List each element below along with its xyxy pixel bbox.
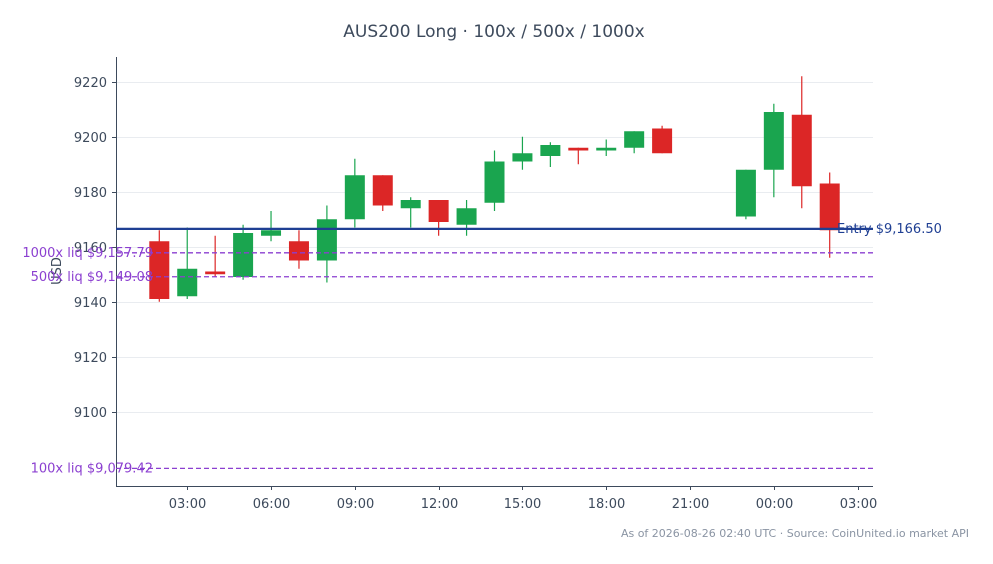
x-tick-label: 03:00	[840, 497, 877, 512]
candle-body	[149, 241, 170, 299]
x-tick-label: 06:00	[253, 497, 290, 512]
y-tick-label: 9100	[74, 406, 107, 421]
candle-body	[428, 200, 449, 222]
candle-down	[372, 175, 393, 211]
x-tick-label: 18:00	[588, 497, 625, 512]
candle-up	[735, 169, 756, 220]
candle-up	[316, 205, 337, 283]
candles	[149, 76, 840, 302]
candle-body	[791, 114, 812, 187]
y-tick-label: 9160	[74, 241, 107, 256]
candle-body	[456, 208, 477, 225]
candle-down	[819, 172, 840, 258]
candle-body	[233, 233, 254, 277]
candle-up	[233, 224, 254, 280]
y-tick-label: 9220	[74, 76, 107, 91]
y-tick-label: 9140	[74, 296, 107, 311]
candle-body	[484, 161, 505, 203]
liq-500x-label: 500x liq $9,149.08	[31, 270, 153, 285]
candle-body	[819, 183, 840, 231]
y-tick-label: 9180	[74, 186, 107, 201]
candle-up	[540, 142, 561, 167]
candle-body	[596, 147, 617, 151]
axes	[116, 57, 873, 487]
liq-1000x-label: 1000x liq $9,157.79	[22, 246, 153, 261]
candle-body	[763, 112, 784, 170]
liq-100x-label: 100x liq $9,079.42	[31, 461, 153, 476]
candle-body	[540, 145, 561, 156]
x-tick-label: 12:00	[421, 497, 458, 512]
x-tick-label: 15:00	[504, 497, 541, 512]
candle-up	[484, 150, 505, 211]
candle-down	[205, 235, 226, 277]
x-tick-label: 00:00	[756, 497, 793, 512]
candle-down	[652, 125, 673, 154]
y-tick-label: 9200	[74, 131, 107, 146]
grid-lines	[116, 82, 873, 413]
candle-body	[177, 268, 198, 297]
candle-body	[316, 219, 337, 261]
candle-down	[149, 230, 170, 302]
candle-up	[261, 211, 282, 242]
candle-body	[568, 147, 589, 151]
candle-down	[288, 230, 309, 269]
candle-up	[400, 197, 421, 228]
reference-lines: Entry $9,166.50 1000x liq $9,157.79 500x l…	[22, 222, 942, 476]
x-tick-label: 21:00	[672, 497, 709, 512]
candle-body	[288, 241, 309, 261]
candle-body	[372, 175, 393, 206]
y-axis-ticks: 9100 9120 9140 9160 9180 9200 9220	[74, 76, 116, 421]
candle-body	[205, 271, 226, 275]
candle-body	[735, 169, 756, 217]
x-tick-label: 09:00	[337, 497, 374, 512]
candle-down	[791, 76, 812, 209]
x-axis-ticks: 03:00 06:00 09:00 12:00 15:00 18:00 21:00 00:00…	[169, 486, 877, 512]
candle-body	[400, 200, 421, 209]
candle-up	[512, 136, 533, 170]
candle-up	[596, 139, 617, 156]
entry-label: Entry $9,166.50	[837, 222, 942, 237]
candle-up	[763, 103, 784, 198]
candle-body	[344, 175, 365, 220]
y-tick-label: 9120	[74, 351, 107, 366]
candle-up	[624, 131, 645, 154]
candle-up	[177, 227, 198, 299]
candle-up	[456, 200, 477, 236]
candle-body	[624, 131, 645, 148]
candle-up	[344, 158, 365, 228]
candle-down	[428, 200, 449, 236]
x-tick-label: 03:00	[169, 497, 206, 512]
candle-body	[261, 230, 282, 236]
candle-body	[512, 153, 533, 162]
footer-note: As of 2026-08-26 02:40 UTC · Source: Coi…	[621, 527, 969, 540]
chart-title: AUS200 Long · 100x / 500x / 1000x	[343, 22, 644, 42]
candle-down	[568, 147, 589, 165]
y-axis-label: USD	[50, 257, 65, 285]
candle-body	[652, 128, 673, 154]
